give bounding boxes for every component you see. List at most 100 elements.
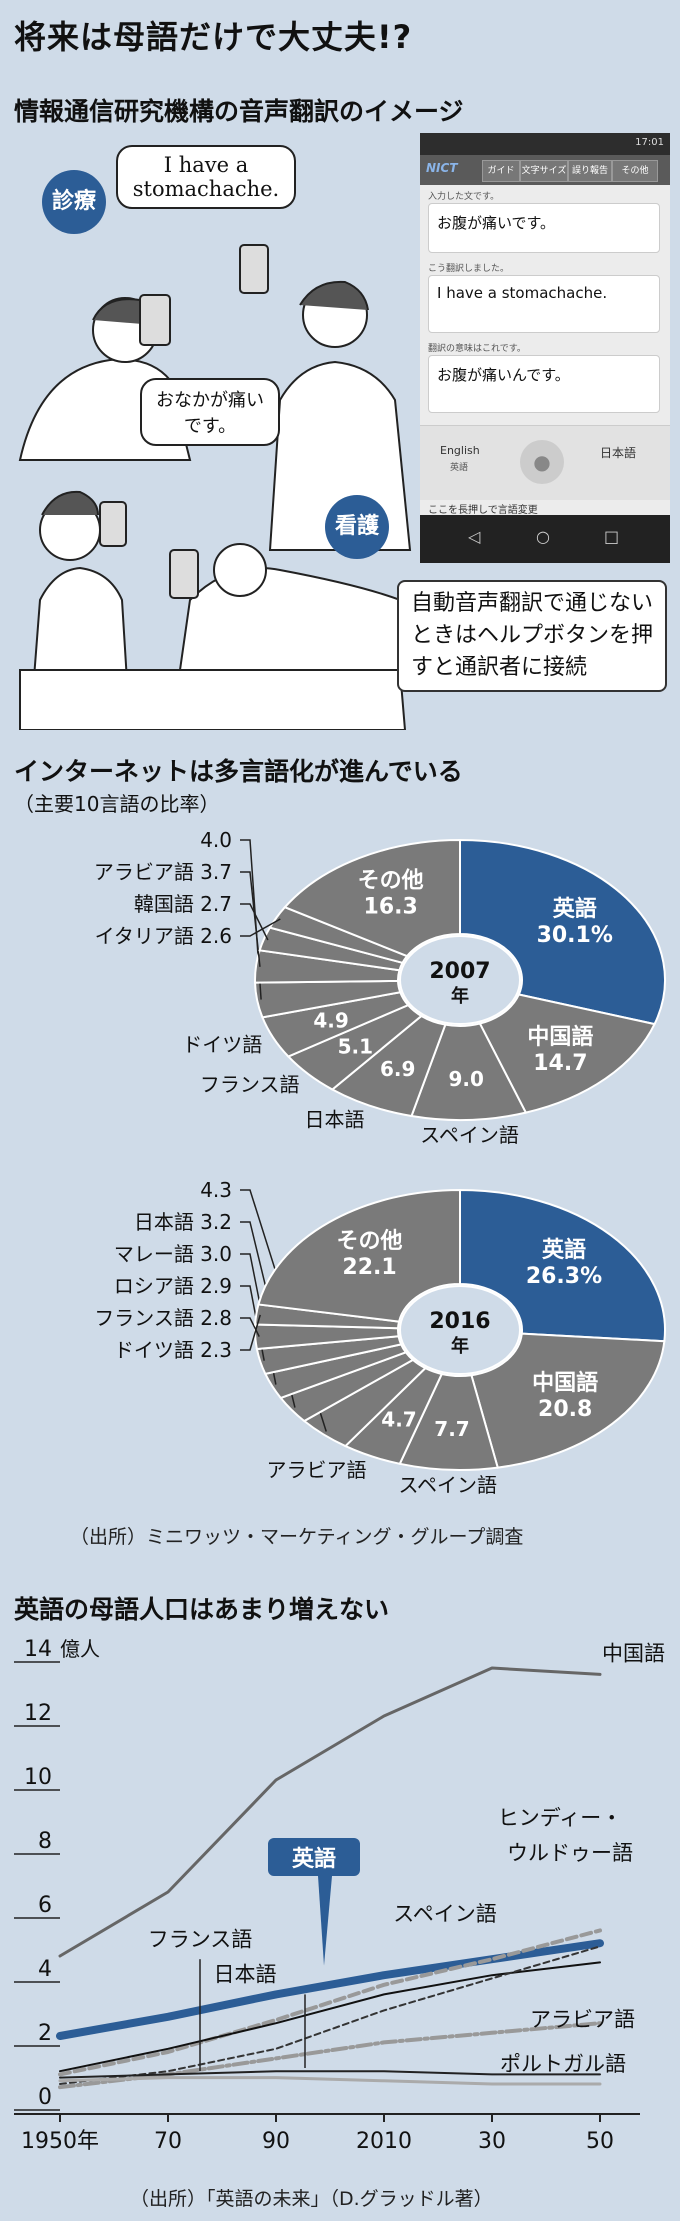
lang-left[interactable]: English bbox=[440, 444, 480, 457]
badge-clinic: 診療 bbox=[42, 170, 106, 234]
section1-title: 情報通信研究機構の音声翻訳のイメージ bbox=[14, 97, 464, 126]
translation-app-phone: 17:01 NICT ガイド 文字サイズ 誤り報告 その他 入力した文です。 お… bbox=[420, 133, 670, 563]
series-label-3: スペイン語 bbox=[393, 1902, 497, 1926]
lang-hint: ここを長押しで言語変更 bbox=[428, 505, 538, 516]
section2-title: インターネットは多言語化が進んでいる bbox=[14, 757, 463, 786]
pie-value-label-4: 5.1 bbox=[338, 1035, 373, 1059]
menu-other-button[interactable]: その他 bbox=[612, 160, 658, 182]
pie-center-sub: 年 bbox=[451, 1335, 469, 1357]
pie-name-label-10: その他 bbox=[337, 1229, 403, 1254]
pie-slice-0 bbox=[459, 1188, 666, 1343]
input-label: 入力した文です。 bbox=[428, 192, 500, 202]
pie-slice-1 bbox=[470, 1332, 666, 1469]
series-line-6 bbox=[58, 2076, 602, 2086]
pie-value-label-10: 22.1 bbox=[342, 1255, 396, 1280]
status-bar: 17:01 bbox=[420, 133, 670, 155]
pie-leader-9 bbox=[240, 918, 281, 937]
series-line-2 bbox=[58, 1928, 602, 2077]
android-nav-bar: ◁ ○ □ bbox=[420, 515, 670, 563]
pie-hole bbox=[399, 1285, 521, 1375]
series-label-2b: ウルドゥー語 bbox=[507, 1841, 633, 1865]
x-tick-label-3: 2010 bbox=[356, 2129, 412, 2154]
pie-name-label-2: スペイン語 bbox=[398, 1473, 497, 1497]
pie-outside-label-8: 韓国語 2.7 bbox=[134, 892, 232, 916]
pie-slice-3 bbox=[330, 1014, 447, 1118]
pie-slice-10 bbox=[283, 838, 461, 958]
meaning-label: 翻訳の意味はこれです。 bbox=[428, 344, 526, 354]
pie-outside-label-6: 4.0 bbox=[200, 828, 232, 852]
x-tick-label-4: 30 bbox=[478, 2129, 506, 2154]
pie-leader-9 bbox=[240, 1314, 261, 1351]
pie-center-year: 2007 bbox=[429, 959, 490, 984]
series-label-2: ヒンディー・ bbox=[498, 1806, 623, 1830]
microphone-icon[interactable]: ● bbox=[520, 440, 564, 484]
pie-outside-label-4: 4.3 bbox=[200, 1178, 232, 1202]
app-body: 入力した文です。 お腹が痛いです。 こう翻訳しました。 I have a sto… bbox=[420, 185, 670, 516]
help-callout: 自動音声翻訳で通じないときはヘルプボタンを押すと通訳者に接続 bbox=[397, 580, 667, 692]
badge-nursing: 看護 bbox=[325, 495, 389, 559]
series-label-5: ポルトガル語 bbox=[500, 2052, 626, 2076]
y-tick-label-4: 8 bbox=[38, 1829, 52, 1854]
lang-right[interactable]: 日本語 bbox=[600, 446, 637, 460]
series-label-7: 日本語 bbox=[214, 1963, 277, 1987]
series-label-6: フランス語 bbox=[148, 1927, 253, 1951]
pie-slice-2 bbox=[398, 1372, 500, 1471]
input-text-box[interactable]: お腹が痛いです。 bbox=[428, 203, 660, 253]
pie-leader-7 bbox=[240, 871, 261, 967]
pie-name-label-3: 日本語 bbox=[305, 1107, 365, 1131]
status-time: 17:01 bbox=[635, 137, 664, 148]
pie-name-label-4: フランス語 bbox=[200, 1073, 300, 1097]
pie-outside-label-9: イタリア語 2.6 bbox=[95, 924, 232, 948]
y-tick-label-0: 0 bbox=[38, 2085, 52, 2110]
bed-patient-figure bbox=[19, 543, 407, 730]
app-logo: NICT bbox=[426, 161, 458, 175]
pie-center-year: 2016 bbox=[429, 1309, 490, 1334]
pie-name-label-2: スペイン語 bbox=[420, 1123, 519, 1147]
input-text: お腹が痛いです。 bbox=[437, 214, 556, 232]
series-line-5 bbox=[58, 2021, 602, 2090]
menu-fontsize-button[interactable]: 文字サイズ bbox=[520, 160, 568, 182]
pie-slice-10 bbox=[257, 1188, 461, 1323]
english-badge bbox=[268, 1838, 360, 1876]
section2-source: （出所）ミニワッツ・マーケティング・グループ調査 bbox=[70, 1526, 524, 1548]
menu-guide-button[interactable]: ガイド bbox=[482, 160, 520, 182]
lang-left-sub: 英語 bbox=[450, 463, 469, 473]
series-label-4: アラビア語 bbox=[530, 2007, 635, 2031]
pie-value-label-3: 4.7 bbox=[381, 1407, 416, 1431]
translated-text-box: I have a stomachache. bbox=[428, 275, 660, 333]
pie-slice-0 bbox=[459, 838, 666, 1026]
pie-value-label-0: 26.3% bbox=[526, 1264, 602, 1289]
pie-name-label-1: 中国語 bbox=[532, 1370, 598, 1396]
pie-outside-label-9: ドイツ語 2.3 bbox=[114, 1338, 232, 1362]
series-line-1 bbox=[56, 1939, 604, 2040]
pie-value-label-0: 30.1% bbox=[537, 923, 613, 948]
language-switch-bar: English 英語 ● 日本語 bbox=[420, 425, 670, 500]
y-tick-label-5: 10 bbox=[24, 1765, 52, 1790]
pie-value-label-2: 9.0 bbox=[449, 1067, 484, 1091]
series-label-1: 英語 bbox=[292, 1846, 336, 1872]
pie-value-label-5: 4.9 bbox=[313, 1009, 348, 1033]
section2-subtitle: （主要10言語の比率） bbox=[14, 792, 220, 816]
meaning-text-box: お腹が痛いんです。 bbox=[428, 355, 660, 413]
pie-name-label-0: 英語 bbox=[542, 1237, 586, 1263]
pie-value-label-1: 20.8 bbox=[538, 1397, 592, 1422]
y-tick-label-3: 6 bbox=[38, 1893, 52, 1918]
series-line-7 bbox=[59, 2070, 601, 2079]
home-icon[interactable]: ○ bbox=[536, 527, 550, 546]
speech-bubble-japanese: おなかが痛いです。 bbox=[140, 378, 280, 446]
back-icon[interactable]: ◁ bbox=[468, 527, 481, 546]
y-tick-label-6: 12 bbox=[24, 1701, 52, 1726]
x-tick-label-0: 1950年 bbox=[21, 2129, 99, 2154]
app-menu-bar: NICT ガイド 文字サイズ 誤り報告 その他 bbox=[420, 155, 670, 185]
recents-icon[interactable]: □ bbox=[604, 527, 620, 546]
pie-outside-label-7: ロシア語 2.9 bbox=[114, 1274, 232, 1298]
pie-value-label-1: 14.7 bbox=[533, 1051, 587, 1076]
x-tick-label-2: 90 bbox=[262, 2129, 290, 2154]
pie-slice-1 bbox=[478, 993, 657, 1114]
meaning-text: お腹が痛いんです。 bbox=[437, 366, 570, 384]
series-label-0: 中国語 bbox=[602, 1641, 665, 1665]
pie-name-label-0: 英語 bbox=[553, 896, 597, 922]
y-tick-label-2: 4 bbox=[38, 1957, 52, 1982]
menu-report-button[interactable]: 誤り報告 bbox=[568, 160, 612, 182]
